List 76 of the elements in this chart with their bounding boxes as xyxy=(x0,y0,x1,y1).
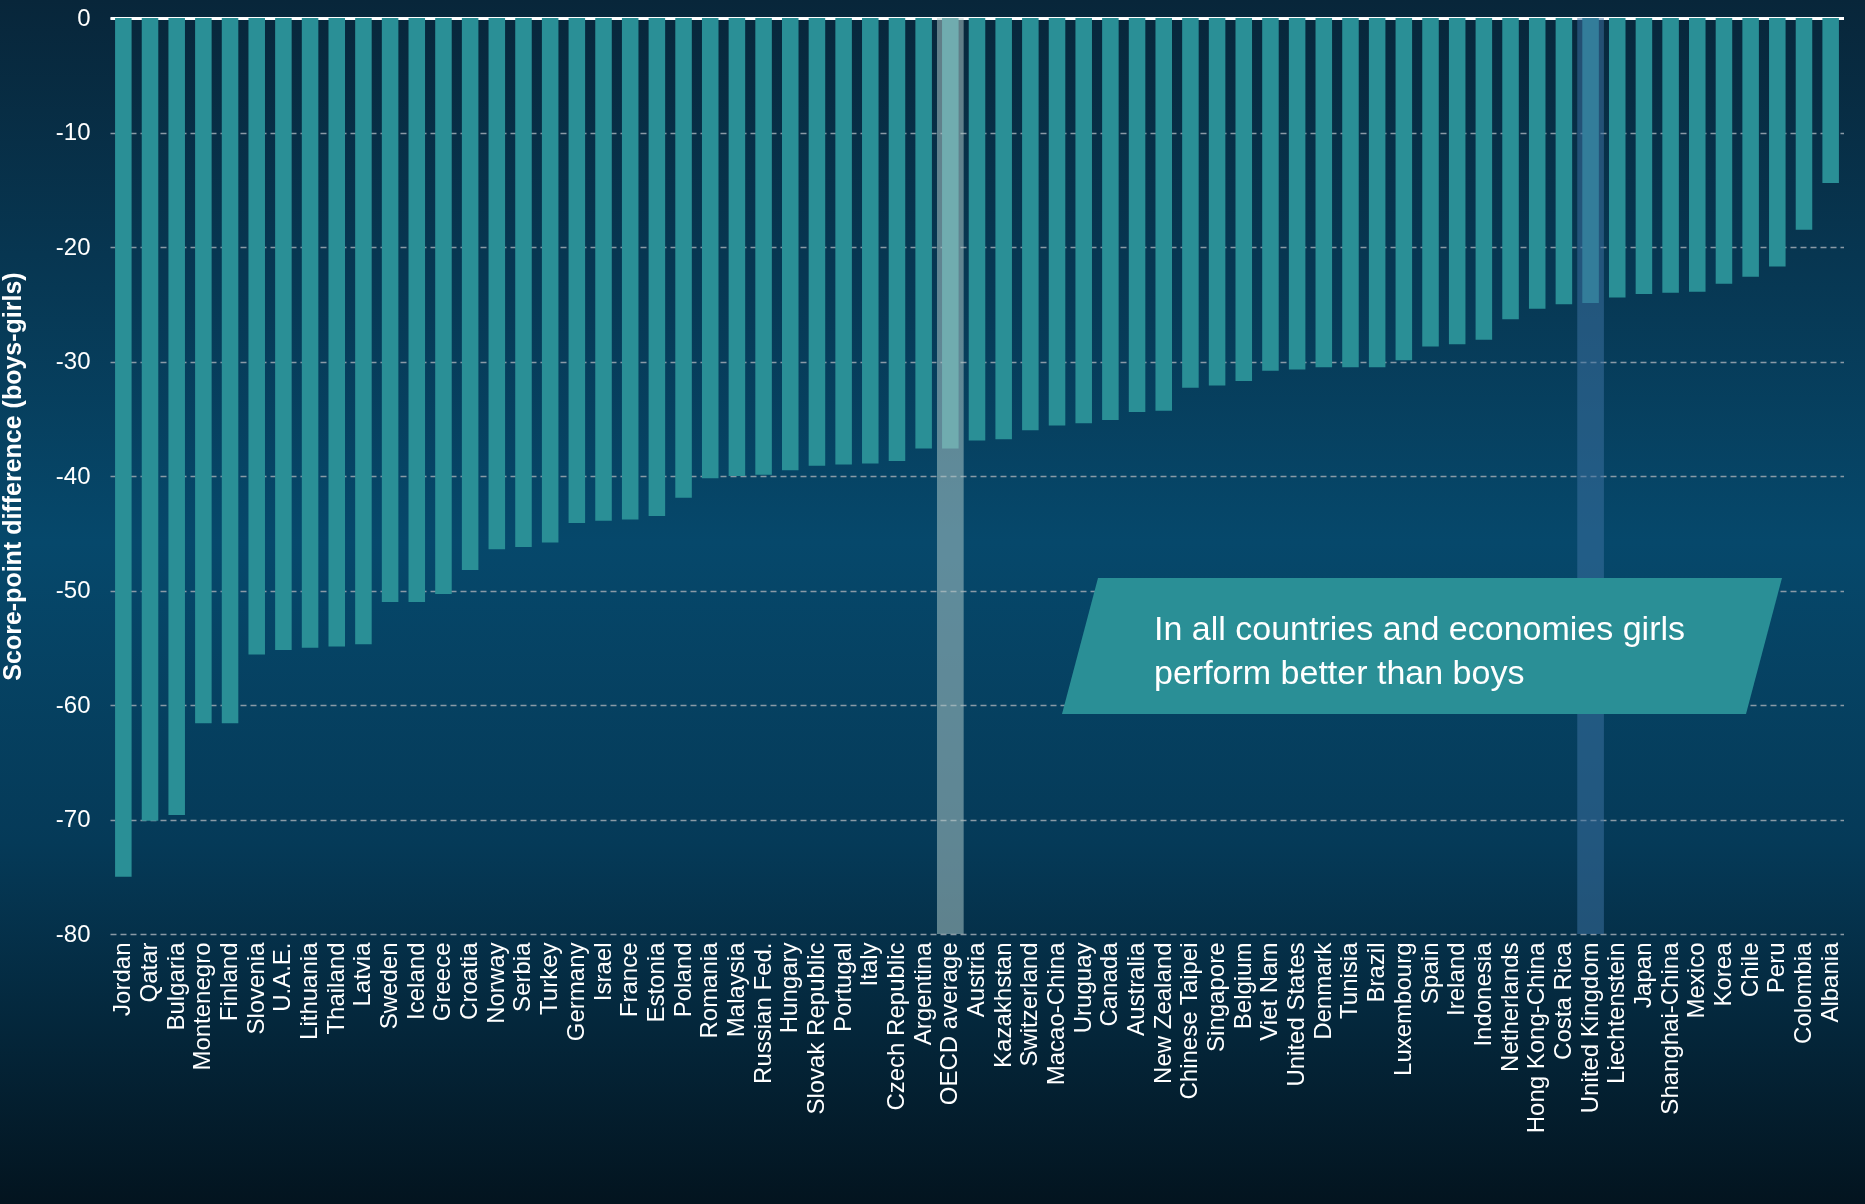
y-axis-title: Score-point difference (boys-girls) xyxy=(0,272,26,681)
x-tick-label: Ireland xyxy=(1442,942,1470,1016)
x-tick-label: Hungary xyxy=(775,942,803,1034)
x-tick-label: Singapore xyxy=(1202,942,1230,1052)
x-tick-label: Croatia xyxy=(455,941,483,1020)
x-tick-label: Lithuania xyxy=(295,941,323,1040)
x-tick-label: Spain xyxy=(1415,942,1443,1004)
y-tick-label: -50 xyxy=(55,576,91,603)
x-tick-label: Belgium xyxy=(1228,942,1256,1030)
y-tick-label: -80 xyxy=(55,919,91,947)
x-tick-label: Australia xyxy=(1122,941,1150,1036)
x-tick-label: Iceland xyxy=(401,942,429,1020)
x-tick-label: Hong Kong-China xyxy=(1522,941,1550,1134)
x-tick-label: Poland xyxy=(668,942,696,1018)
x-tick-label: Viet Nam xyxy=(1255,942,1283,1041)
x-tick-label: Israel xyxy=(588,942,616,1002)
x-tick-label: Turkey xyxy=(535,942,563,1015)
x-tick-label: Albania xyxy=(1815,941,1843,1023)
x-tick-label: Korea xyxy=(1708,941,1736,1007)
x-tick-label: Mexico xyxy=(1682,942,1710,1019)
x-tick-label: Argentina xyxy=(908,941,936,1046)
y-tick-label: -70 xyxy=(55,805,91,832)
x-tick-label: Czech Republic xyxy=(881,942,909,1111)
x-tick-label: Qatar xyxy=(135,942,163,1003)
x-tick-label: United States xyxy=(1282,942,1310,1087)
x-tick-label: Germany xyxy=(561,942,589,1042)
x-tick-label: Greece xyxy=(428,942,456,1022)
x-tick-label: Kazakhstan xyxy=(988,942,1016,1068)
x-tick-label: Slovak Republic xyxy=(801,942,829,1115)
x-tick-label: Russian Fed. xyxy=(748,942,776,1084)
x-tick-label: Montenegro xyxy=(188,942,216,1071)
x-tick-label: Estonia xyxy=(641,941,669,1023)
x-tick-label: Bulgaria xyxy=(161,941,189,1031)
y-tick-label: -20 xyxy=(55,232,91,260)
x-tick-label: Sweden xyxy=(375,942,403,1030)
y-tick-label: -60 xyxy=(55,690,91,718)
x-tick-label: Switzerland xyxy=(1015,942,1043,1067)
x-tick-label: Macao-China xyxy=(1042,941,1070,1086)
x-tick-label: Italy xyxy=(855,942,883,987)
x-tick-label: OECD average xyxy=(935,942,963,1106)
x-tick-label: Indonesia xyxy=(1468,941,1496,1047)
x-tick-label: Slovenia xyxy=(241,941,269,1035)
x-tick-label: Serbia xyxy=(508,941,536,1012)
x-tick-label: Chile xyxy=(1735,942,1763,998)
x-tick-label: Colombia xyxy=(1788,941,1816,1044)
x-tick-label: Canada xyxy=(1095,941,1123,1027)
x-tick-label: Romania xyxy=(695,941,723,1039)
x-tick-label: Brazil xyxy=(1362,942,1390,1003)
x-tick-label: Luxembourg xyxy=(1388,942,1416,1076)
x-tick-label: Chinese Taipei xyxy=(1175,942,1203,1100)
x-tick-label: Latvia xyxy=(348,941,376,1007)
x-tick-label: Malaysia xyxy=(721,941,749,1038)
y-tick-label: -30 xyxy=(55,347,91,374)
callout-box: In all countries and economies girls perform better than boys xyxy=(1062,578,1782,714)
x-tick-label: Costa Rica xyxy=(1548,941,1576,1060)
x-tick-label: Netherlands xyxy=(1495,942,1523,1072)
x-tick-label: Jordan xyxy=(108,942,136,1016)
x-tick-label: Finland xyxy=(215,942,243,1022)
x-tick-label: Austria xyxy=(962,941,989,1018)
x-tick-label: Uruguay xyxy=(1068,942,1096,1034)
y-tick-label: -10 xyxy=(55,118,91,145)
x-tick-label: Tunisia xyxy=(1335,941,1363,1019)
x-tick-label: Peru xyxy=(1762,942,1790,994)
x-tick-label: France xyxy=(615,942,643,1018)
x-tick-label: New Zealand xyxy=(1148,942,1176,1084)
x-tick-label: Denmark xyxy=(1308,941,1336,1040)
x-tick-label: Norway xyxy=(481,942,509,1024)
x-tick-label: Thailand xyxy=(321,942,349,1035)
x-tick-label: Shanghai-China xyxy=(1655,941,1683,1115)
y-tick-label: 0 xyxy=(77,3,91,31)
x-tick-label: Portugal xyxy=(828,942,856,1032)
y-tick-label: -40 xyxy=(55,461,91,489)
x-tick-label: U.A.E. xyxy=(268,942,296,1012)
x-tick-label: Japan xyxy=(1628,942,1656,1008)
x-tick-label: Liechtenstein xyxy=(1602,942,1630,1084)
x-tick-label: United Kingdom xyxy=(1575,942,1603,1114)
